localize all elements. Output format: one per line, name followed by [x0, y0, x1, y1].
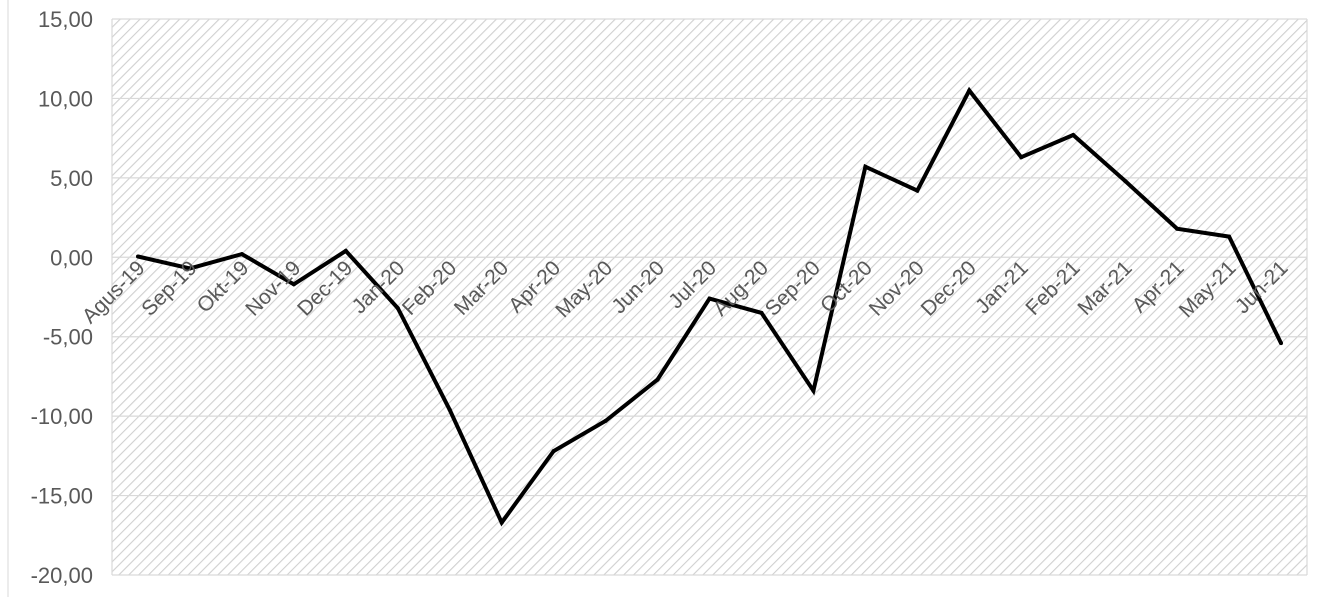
data-point: [291, 282, 296, 287]
data-point: [239, 252, 244, 257]
data-point: [551, 449, 556, 454]
data-point: [395, 306, 400, 311]
y-tick-label: -5,00: [43, 325, 93, 350]
data-point: [1175, 226, 1180, 231]
data-point: [343, 248, 348, 253]
y-tick-label: 15,00: [38, 7, 93, 32]
data-point: [1279, 341, 1284, 346]
data-point: [1123, 179, 1128, 184]
y-tick-label: 5,00: [50, 166, 93, 191]
data-point: [863, 164, 868, 169]
y-tick-label: -10,00: [31, 404, 93, 429]
data-point: [187, 266, 192, 271]
data-point: [967, 88, 972, 93]
data-point: [811, 388, 816, 393]
data-point: [1019, 155, 1024, 160]
data-point: [707, 296, 712, 301]
data-point: [603, 418, 608, 423]
data-point: [759, 310, 764, 315]
y-tick-label: 0,00: [50, 245, 93, 270]
data-point: [447, 407, 452, 412]
data-point: [915, 188, 920, 193]
data-point: [135, 254, 140, 259]
y-tick-label: -20,00: [31, 563, 93, 588]
data-point: [655, 377, 660, 382]
data-point: [1227, 234, 1232, 239]
data-point: [1071, 132, 1076, 137]
data-point: [499, 520, 504, 525]
y-tick-label: 10,00: [38, 86, 93, 111]
y-tick-label: -15,00: [31, 484, 93, 509]
